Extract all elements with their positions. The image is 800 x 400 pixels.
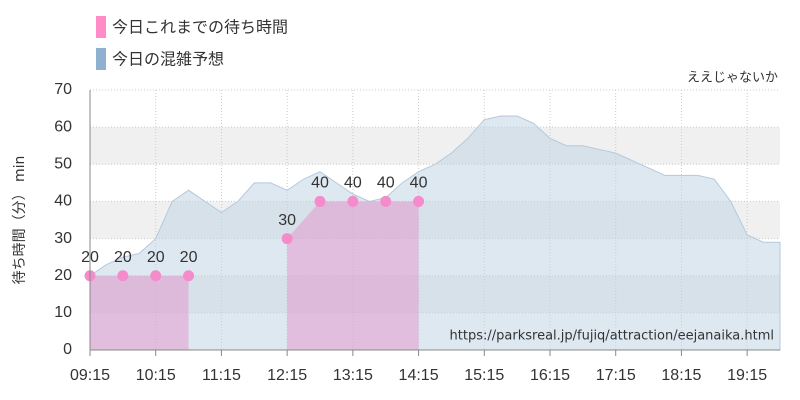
- x-tick-label: 16:15: [530, 367, 570, 384]
- plot: 0 10 20 30 40 50 60 70 09:15 10:15 11:15 12:15 13:15…: [54, 81, 781, 384]
- legend-swatch: [96, 48, 106, 70]
- x-tick-label: 09:15: [70, 367, 110, 384]
- legend-swatch: [96, 16, 106, 38]
- value-label: 20: [114, 249, 132, 266]
- y-tick-label: 40: [54, 193, 72, 210]
- y-tick-label: 10: [54, 304, 72, 321]
- y-tick-label: 60: [54, 118, 72, 135]
- y-tick-label: 0: [63, 341, 72, 358]
- y-tick-label: 20: [54, 267, 72, 284]
- point: [314, 195, 326, 207]
- x-tick-label: 18:15: [661, 367, 701, 384]
- x-tick-label: 12:15: [267, 367, 307, 384]
- x-tick-label: 14:15: [399, 367, 439, 384]
- value-label: 40: [344, 175, 362, 192]
- x-tick-label: 11:15: [202, 367, 241, 384]
- y-tick-label: 30: [54, 230, 72, 247]
- value-label: 20: [147, 249, 165, 266]
- value-label: 40: [377, 175, 395, 192]
- value-label: 20: [180, 249, 198, 266]
- x-tick-label: 19:15: [727, 367, 767, 384]
- value-label: 30: [278, 212, 296, 229]
- legend-label: 今日の混雑予想: [112, 50, 224, 69]
- value-label: 40: [410, 175, 428, 192]
- grid-band: [90, 127, 780, 165]
- annotation: ええじゃないか: [687, 71, 778, 86]
- point: [183, 270, 195, 282]
- point: [413, 195, 425, 207]
- point: [150, 270, 162, 282]
- point: [117, 270, 129, 282]
- area: [89, 115, 781, 351]
- area: [90, 201, 419, 350]
- source-url: https://parksreal.jp/fujiq/attraction/ee…: [450, 329, 774, 344]
- point: [281, 233, 293, 245]
- point: [380, 195, 392, 207]
- value-label: 40: [311, 175, 329, 192]
- x-tick-label: 10:15: [136, 367, 176, 384]
- x-tick-label: 17:15: [596, 367, 636, 384]
- y-axis-label: 待ち時間（分） min: [12, 156, 28, 285]
- y-tick-label: 50: [54, 156, 72, 173]
- point: [347, 195, 359, 207]
- legend-label: 今日これまでの待ち時間: [112, 18, 288, 37]
- y-tick-label: 70: [54, 81, 72, 98]
- x-tick-label: 13:15: [333, 367, 373, 384]
- x-tick-label: 15:15: [464, 367, 504, 384]
